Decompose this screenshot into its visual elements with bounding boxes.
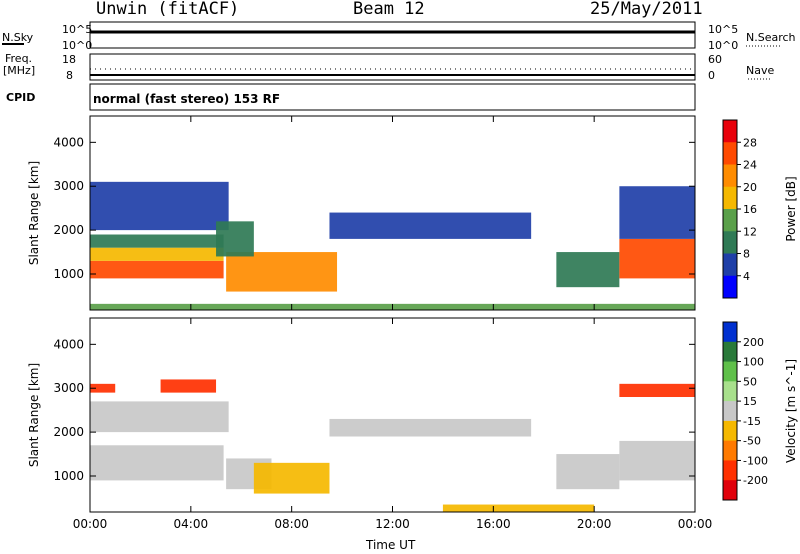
- power-colorbar-tick-6: 4: [743, 270, 750, 283]
- velocity-region-3: [160, 379, 217, 393]
- power-ylabel: Slant Range [km]: [27, 161, 41, 265]
- cpid-panel: [89, 83, 696, 111]
- time-tick-label-4: 16:00: [476, 517, 511, 531]
- velocity-region-6: [329, 418, 532, 437]
- velocity-region-8: [619, 440, 695, 481]
- power-colorbar-tick-2: 20: [743, 181, 757, 194]
- velocity-region-2: [90, 383, 116, 393]
- velocity-colorbar-swatch-8: [723, 480, 737, 501]
- noise-scale-top-right: 10^5: [708, 23, 739, 36]
- velocity-colorbar-tick-3: 15: [743, 395, 757, 408]
- power-colorbar-swatch-5: [723, 231, 737, 254]
- time-tick-label-5: 20:00: [577, 517, 612, 531]
- cpid-text: normal (fast stereo) 153 RF: [93, 92, 281, 106]
- power-region-6: [329, 212, 532, 239]
- power-colorbar-tick-0: 28: [743, 136, 757, 149]
- power-colorbar-tick-1: 24: [743, 159, 757, 172]
- noise-scale-bottom-right: 10^0: [708, 39, 739, 52]
- power-colorbar-label: Power [dB]: [784, 176, 798, 241]
- time-tick-label-0: 00:00: [73, 517, 108, 531]
- power-colorbar-swatch-1: [723, 142, 737, 165]
- power-region-0: [90, 260, 224, 279]
- velocity-region-5: [253, 462, 330, 494]
- power-colorbar-swatch-3: [723, 186, 737, 210]
- velocity-ytick-label-1: 2000: [53, 425, 84, 439]
- velocity-colorbar-swatch-0: [723, 322, 737, 343]
- noise-panel: [2, 21, 780, 49]
- velocity-colorbar-swatch-3: [723, 381, 737, 402]
- velocity-region-0: [90, 445, 224, 481]
- power-region-5: [216, 221, 254, 257]
- power-region-7: [556, 252, 620, 288]
- velocity-ytick-label-2: 3000: [53, 381, 84, 395]
- velocity-colorbar-tick-2: 50: [743, 375, 757, 388]
- velocity-colorbar-swatch-7: [723, 460, 737, 481]
- velocity-colorbar-label: Velocity [m s^-1]: [784, 359, 798, 463]
- power-region-9: [619, 186, 695, 239]
- freq-label: Freq.: [5, 52, 33, 65]
- freq-unit: [MHz]: [3, 64, 36, 77]
- velocity-colorbar-tick-1: 100: [743, 356, 764, 369]
- velocity-colorbar-swatch-5: [723, 420, 737, 442]
- freq-panel: [89, 53, 772, 81]
- power-region-4: [226, 252, 338, 292]
- power-colorbar-swatch-0: [723, 120, 737, 143]
- nave-tick-bottom: 0: [708, 69, 715, 82]
- power-region-8: [619, 238, 695, 279]
- power-colorbar-swatch-6: [723, 253, 737, 277]
- power-panel: 1000 2000 3000 4000 Slant Range [km] 28 24 20 16…: [27, 115, 798, 311]
- velocity-ytick-label-0: 1000: [53, 469, 84, 483]
- time-tick-label-1: 04:00: [174, 517, 209, 531]
- velocity-region-10: [442, 504, 595, 512]
- velocity-ylabel: Slant Range [km]: [27, 363, 41, 467]
- station-title: Unwin (fitACF): [96, 0, 240, 19]
- power-colorbar-swatch-4: [723, 209, 737, 232]
- velocity-colorbar-tick-4: -15: [743, 415, 761, 428]
- power-colorbar-tick-5: 8: [743, 248, 750, 261]
- power-colorbar-tick-4: 12: [743, 225, 757, 238]
- nsky-label: N.Sky: [2, 31, 34, 44]
- time-tick-label-2: 08:00: [274, 517, 309, 531]
- power-region-1: [90, 247, 224, 261]
- velocity-region-7: [556, 454, 620, 490]
- velocity-panel: 1000 2000 3000 4000 Slant Range [km] 200 100 50…: [27, 317, 798, 513]
- velocity-colorbar-swatch-6: [723, 440, 737, 461]
- time-axis-label: Time UT: [366, 538, 416, 552]
- time-tick-label-3: 12:00: [375, 517, 410, 531]
- nave-tick-top: 60: [708, 53, 722, 66]
- nave-label: Nave: [746, 64, 775, 77]
- power-colorbar-swatch-2: [723, 164, 737, 188]
- freq-tick-bottom: 8: [66, 69, 73, 82]
- noise-scale-top: 10^5: [62, 23, 93, 36]
- velocity-colorbar-swatch-2: [723, 361, 737, 382]
- velocity-colorbar-tick-6: -100: [743, 454, 768, 467]
- power-ytick-label-3: 4000: [53, 135, 84, 149]
- freq-tick-top: 18: [62, 53, 76, 66]
- velocity-region-1: [90, 401, 229, 433]
- noise-scale-bottom: 10^0: [62, 39, 93, 52]
- power-colorbar-swatch-7: [723, 275, 737, 299]
- date-title: 25/May/2011: [590, 0, 703, 19]
- power-colorbar-tick-3: 16: [743, 203, 757, 216]
- velocity-colorbar-swatch-1: [723, 341, 737, 363]
- velocity-colorbar-swatch-4: [723, 401, 737, 422]
- power-ytick-label-2: 3000: [53, 179, 84, 193]
- velocity-colorbar-tick-0: 200: [743, 336, 764, 349]
- time-axis: 00:00 04:00 08:00 12:00 16:00 20:00 00:00: [73, 116, 713, 531]
- velocity-colorbar-tick-5: -50: [743, 435, 761, 448]
- power-region-2: [90, 234, 224, 248]
- power-ytick-label-1: 2000: [53, 223, 84, 237]
- velocity-ytick-label-3: 4000: [53, 337, 84, 351]
- power-ytick-label-0: 1000: [53, 267, 84, 281]
- velocity-colorbar-frame: [722, 321, 738, 501]
- velocity-colorbar-tick-7: -200: [743, 474, 768, 487]
- cpid-label: CPID: [6, 91, 36, 104]
- power-region-3: [90, 181, 229, 231]
- velocity-region-9: [619, 383, 695, 398]
- beam-title: Beam 12: [353, 0, 425, 19]
- nsearch-label: N.Search: [746, 31, 796, 44]
- time-tick-label-6: 00:00: [678, 517, 713, 531]
